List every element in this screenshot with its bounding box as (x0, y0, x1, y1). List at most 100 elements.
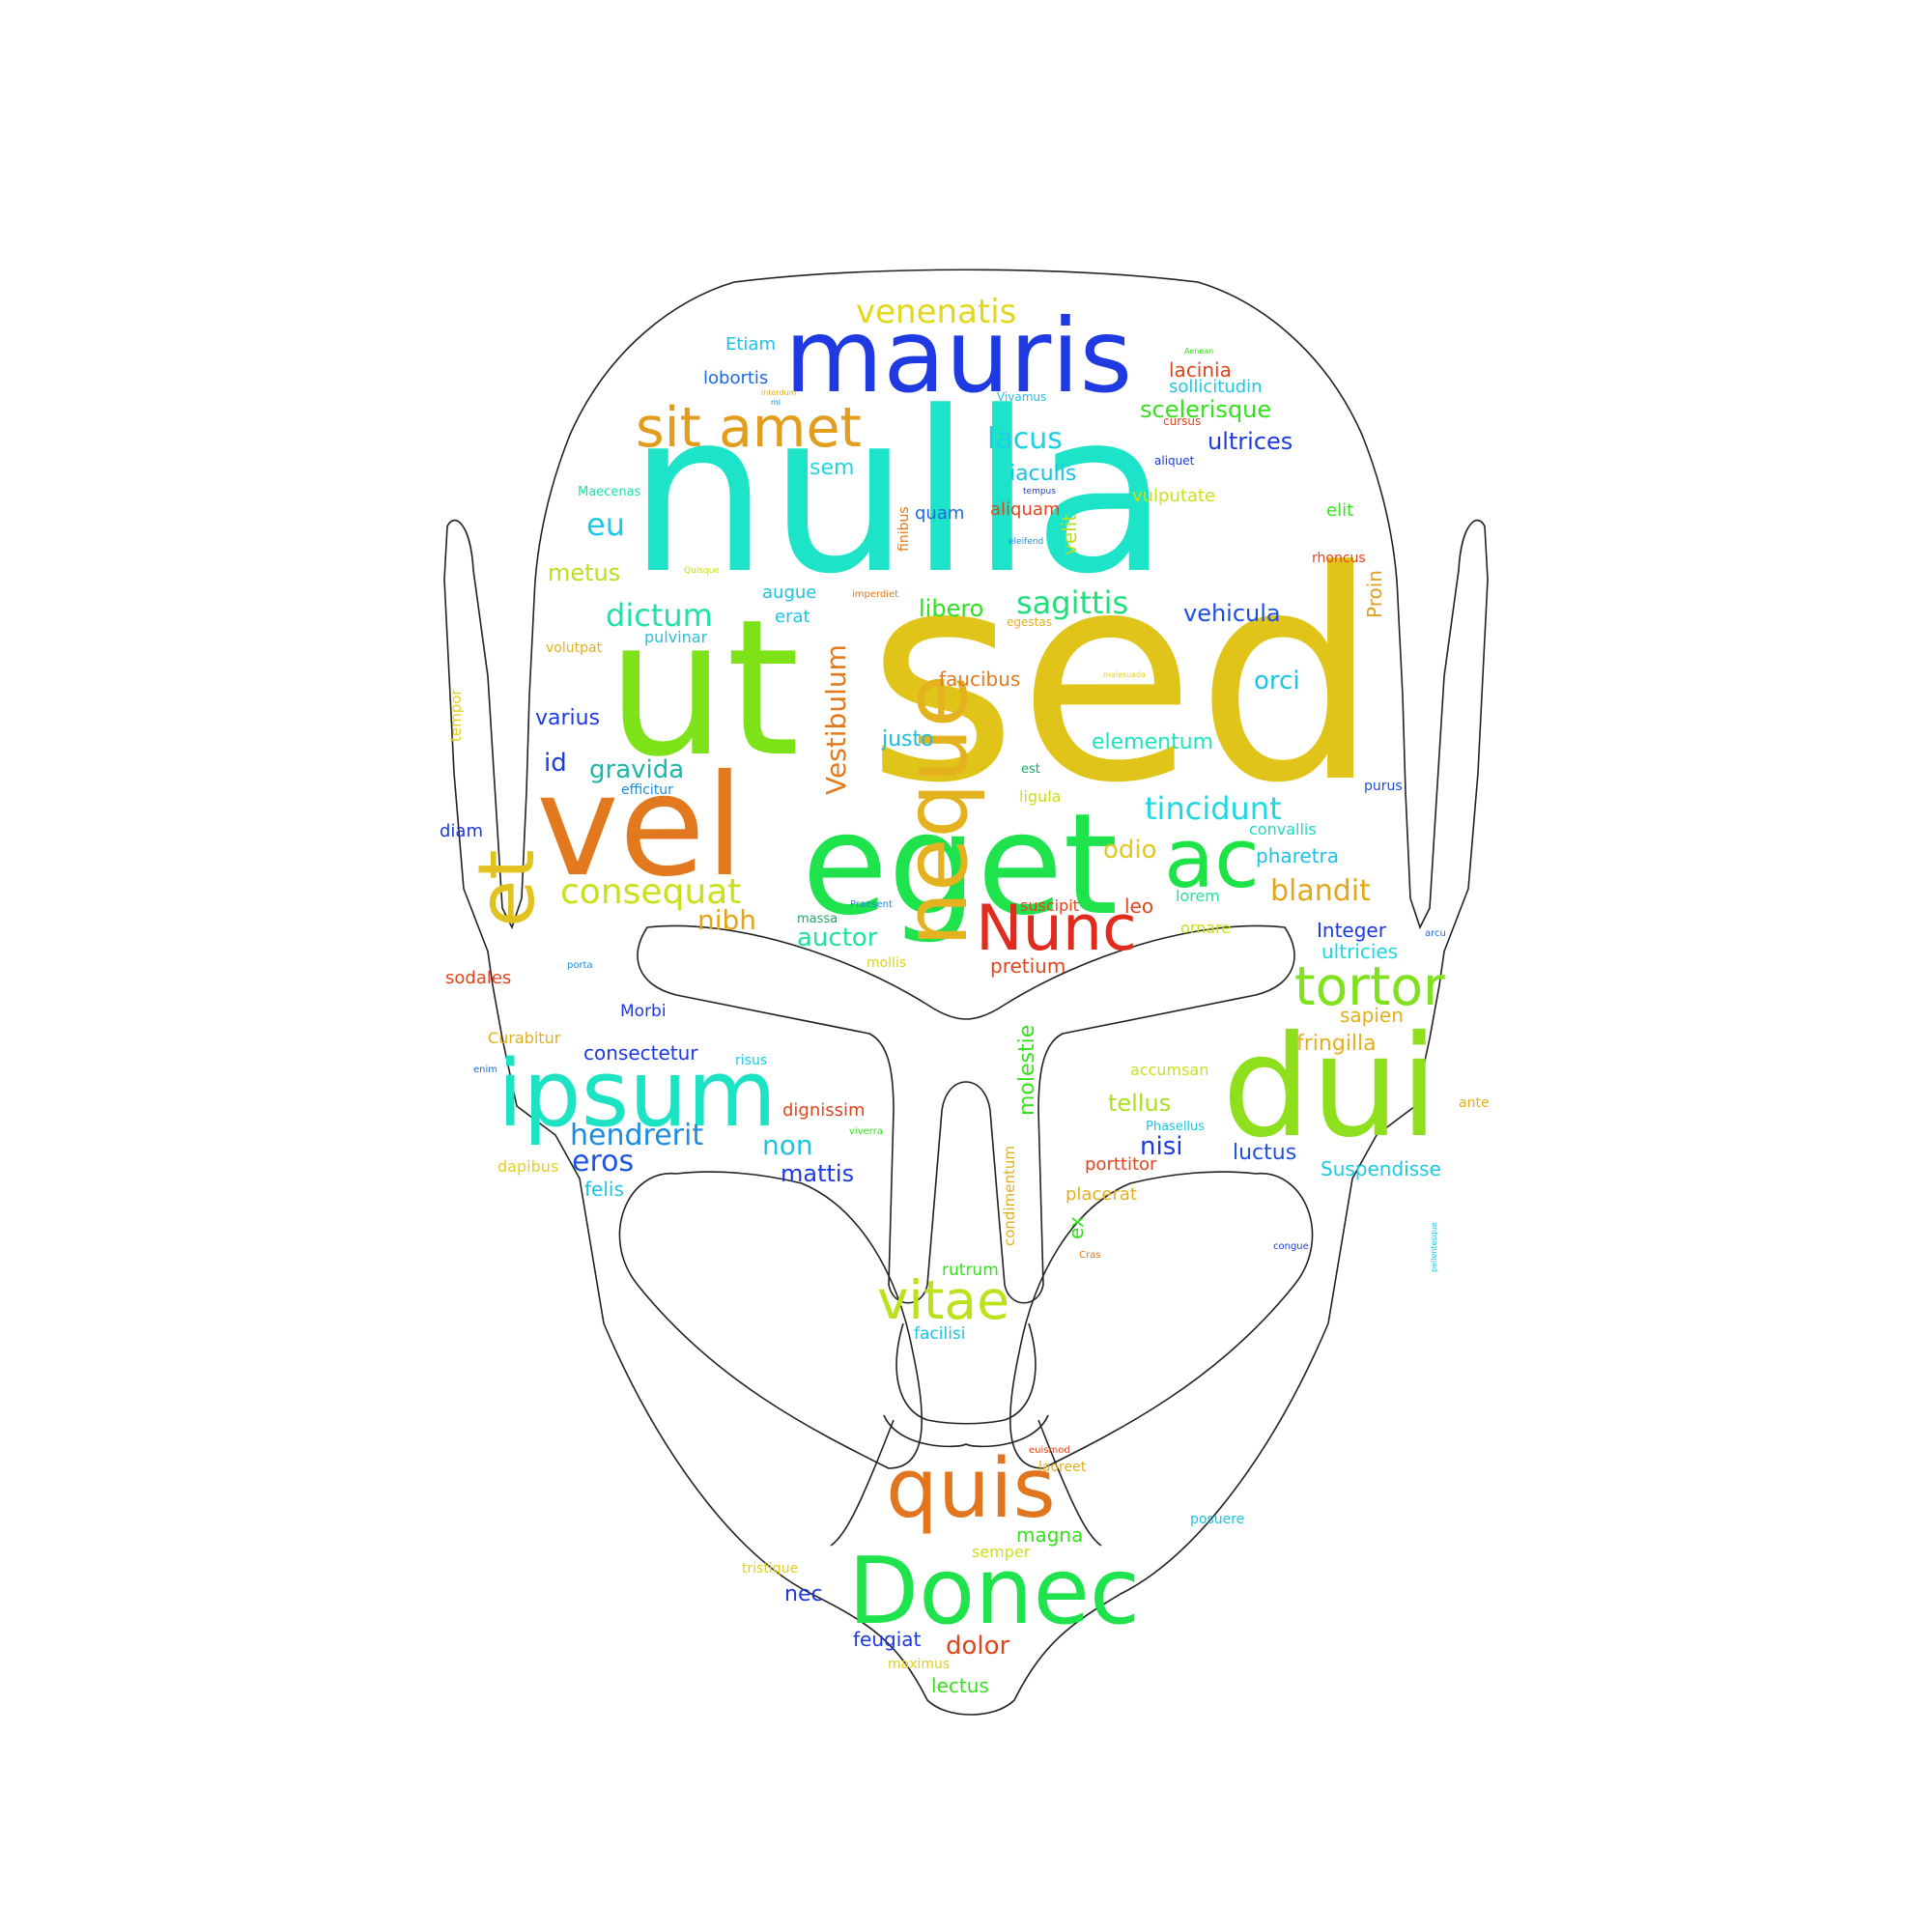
cloud-word: maximus (888, 1657, 950, 1672)
cloud-word: ornare (1180, 919, 1231, 937)
cloud-word: volutpat (546, 640, 603, 656)
cloud-word: vulputate (1132, 486, 1215, 506)
cloud-word: neque (886, 674, 987, 947)
cloud-word: lacinia (1169, 358, 1232, 382)
cloud-word: sodales (445, 968, 511, 988)
cloud-word: ipsum (497, 1041, 777, 1148)
cloud-word: massa (797, 912, 838, 926)
cloud-word: eu (586, 506, 625, 543)
cloud-word: congue (1273, 1241, 1309, 1252)
cloud-word: felis (584, 1178, 624, 1201)
cloud-word: quam (915, 503, 964, 524)
cloud-word: aliquet (1154, 454, 1195, 468)
cloud-word: tincidunt (1145, 790, 1282, 827)
cloud-word: suscipit (1020, 896, 1079, 915)
cloud-word: aliquam (990, 499, 1060, 520)
cloud-word: tellus (1108, 1090, 1171, 1117)
skull-outline (443, 269, 1489, 1716)
cloud-word: ligula (1019, 787, 1061, 806)
cloud-word: pulvinar (644, 628, 708, 646)
cloud-word: vel (536, 745, 744, 908)
cloud-word: Vivamus (997, 390, 1046, 404)
cloud-word: elementum (1092, 730, 1213, 754)
cloud-word: metus (548, 559, 620, 586)
cloud-word: iaculis (1009, 462, 1076, 486)
cloud-word: sem (810, 456, 854, 480)
cloud-word: sit amet (636, 396, 862, 460)
cloud-word: varius (535, 706, 600, 730)
cloud-word: Morbi (620, 1002, 667, 1021)
cloud-word: Integer (1317, 919, 1387, 942)
cloud-word: lorem (1176, 887, 1220, 905)
cloud-word: sed (867, 509, 1379, 846)
teeth-outline (830, 1414, 1102, 1547)
cloud-word: Proin (1363, 570, 1386, 618)
cloud-word: vitae (877, 1269, 1009, 1331)
cloud-word: dolor (946, 1632, 1010, 1661)
cloud-word: eros (572, 1145, 634, 1179)
cloud-word: laoreet (1038, 1460, 1087, 1475)
cloud-word: Quisque (684, 566, 720, 576)
cloud-word: malesuada (1103, 670, 1146, 679)
cloud-word: nibh (697, 904, 756, 936)
cloud-word: ut (607, 579, 800, 798)
cloud-word: consequat (560, 872, 741, 912)
cloud-word: Curabitur (488, 1029, 561, 1047)
cloud-word: lacus (987, 422, 1063, 456)
cloud-word: erat (775, 607, 810, 627)
cloud-word: tempor (447, 689, 465, 742)
cloud-word: ultrices (1208, 428, 1293, 455)
cloud-word: auctor (797, 923, 878, 952)
cloud-word: pellentesque (1430, 1222, 1438, 1272)
cloud-word: dui (1222, 1006, 1438, 1169)
cloud-word: nec (784, 1582, 823, 1606)
cloud-word: venenatis (856, 293, 1016, 331)
cloud-word: mattis (781, 1160, 854, 1187)
cloud-word: interdum (761, 388, 797, 397)
nose-outline (895, 1322, 1037, 1425)
cloud-word: molestie (1015, 1025, 1039, 1116)
cloud-word: cursus (1163, 414, 1201, 428)
cloud-word: elit (1326, 500, 1353, 521)
cloud-word: risus (735, 1053, 767, 1068)
cloud-word: Vestibulum (820, 644, 852, 795)
cloud-word: consectetur (583, 1041, 698, 1065)
cloud-word: fringilla (1296, 1032, 1377, 1056)
cloud-word: non (762, 1129, 813, 1161)
cloud-word: luctus (1233, 1141, 1296, 1165)
cloud-word: Maecenas (578, 485, 641, 499)
cloud-word: euismod (1029, 1445, 1070, 1456)
cloud-word: semper (972, 1543, 1031, 1561)
cloud-word: convallis (1249, 820, 1317, 838)
cloud-word: sollicitudin (1169, 377, 1263, 397)
cloud-word: posuere (1190, 1512, 1244, 1527)
brow-ridge-outline (637, 924, 1295, 1304)
cloud-word: nulla (628, 365, 1169, 623)
cloud-word: feugiat (853, 1628, 922, 1651)
cloud-word: egestas (1007, 615, 1052, 629)
cloud-word: justo (881, 727, 934, 752)
cloud-word: magna (1016, 1523, 1083, 1547)
cloud-word: enim (473, 1065, 497, 1075)
cloud-word: est (1021, 762, 1040, 777)
cloud-word: viverra (849, 1126, 883, 1137)
cloud-word: ante (1459, 1095, 1490, 1111)
cloud-word: ex (1065, 1216, 1088, 1239)
cloud-word: leo (1124, 895, 1153, 918)
cloud-word: porttitor (1085, 1154, 1157, 1175)
cloud-word: lectus (931, 1674, 989, 1697)
cloud-word: mollis (867, 955, 906, 971)
cloud-word: purus (1364, 779, 1403, 794)
cloud-word: dictum (606, 597, 713, 634)
cloud-word: eget (802, 783, 1118, 947)
cloud-word: Phasellus (1146, 1120, 1205, 1134)
cloud-word: imperdiet (852, 589, 898, 600)
cloud-word: blandit (1270, 874, 1371, 908)
cloud-word: libero (919, 595, 983, 622)
cloud-word: quis (886, 1441, 1056, 1537)
cloud-word: dapibus (497, 1157, 558, 1176)
cloud-word: placerat (1065, 1184, 1137, 1205)
cloud-word: porta (567, 960, 593, 971)
cloud-word: faucibus (939, 668, 1020, 691)
